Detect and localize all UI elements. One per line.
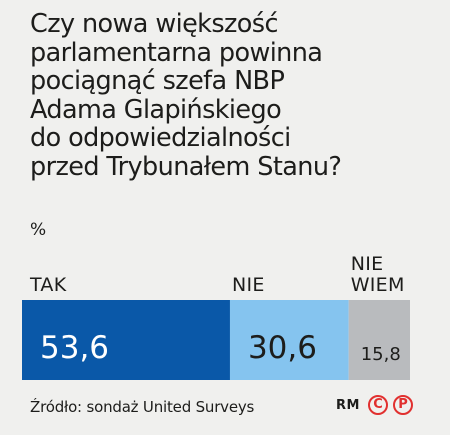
chart-title: Czy nowa większość parlamentarna powinna p… [30, 10, 440, 182]
title-line: parlamentarna powinna [30, 37, 323, 68]
source-note: Źródło: sondaż United Surveys [30, 398, 255, 416]
category-label: TAK [30, 275, 67, 296]
value-label: 53,6 [40, 330, 109, 366]
category-label-line: WIEM [350, 274, 405, 296]
title-line: przed Trybunałem Stanu? [30, 151, 342, 182]
copyright-c-icon: C [368, 395, 388, 415]
value-label: 15,8 [361, 344, 401, 365]
title-line: Czy nowa większość [30, 9, 279, 39]
bar-segment-nie [229, 300, 349, 380]
category-label: NIE [232, 275, 265, 296]
bar-segment-nie-wiem [348, 300, 410, 380]
unit-label: % [30, 220, 47, 240]
copyright-p-icon: P [393, 395, 413, 415]
bar-segment-tak [22, 300, 230, 380]
category-label-line: NIE [231, 274, 265, 296]
title-line: pociągnąć szefa NBP [30, 66, 285, 97]
title-line: Adama Glapińskiego [30, 94, 282, 125]
category-label: NIE WIEM [351, 254, 405, 296]
category-label-line: TAK [30, 274, 67, 296]
author-credit: RM [336, 398, 360, 413]
category-label-line: NIE [350, 253, 384, 275]
value-label: 30,6 [248, 330, 317, 366]
title-line: do odpowiedzialności [30, 123, 291, 154]
